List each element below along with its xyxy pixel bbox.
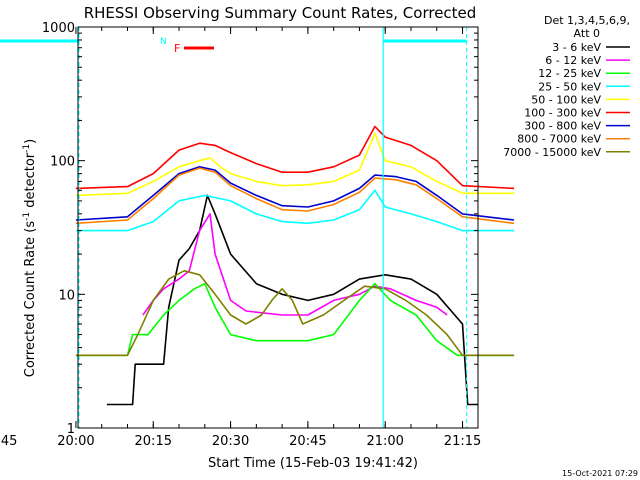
- legend-label-5: 100 - 300 keV: [524, 107, 601, 120]
- series-line-5: [75, 125, 515, 190]
- legend-label-6: 300 - 800 keV: [524, 120, 601, 133]
- legend-header-line1: Det 1,3,4,5,6,9,: [544, 14, 630, 27]
- x-tick-label-2: 20:15: [135, 434, 172, 449]
- y-axis-label-tail: detector: [23, 152, 38, 212]
- legend-label-1: 6 - 12 keV: [545, 54, 601, 67]
- series-line-4: [75, 132, 515, 197]
- legend-label-2: 12 - 25 keV: [538, 67, 601, 80]
- x-tick-label-6: 21:15: [444, 434, 481, 449]
- series-line-7: [75, 167, 515, 225]
- x-tick-label-5: 21:00: [366, 434, 403, 449]
- x-tick-label-3: 20:30: [212, 434, 249, 449]
- y-tick-label-3: 1000: [42, 21, 75, 36]
- legend-label-3: 25 - 50 keV: [538, 80, 601, 93]
- series-line-1: [142, 213, 448, 316]
- y-tick-label-0: 1: [67, 422, 75, 437]
- legend-label-4: 50 - 100 keV: [531, 93, 601, 106]
- footer-timestamp: 15-Oct-2021 07:29: [562, 469, 638, 478]
- y-axis-label: Corrected Count Rate (s-1 detector-1): [22, 139, 38, 377]
- legend-label-7: 800 - 7000 keV: [517, 133, 601, 146]
- series-line-3: [75, 189, 515, 232]
- x-tick-label-1: 20:00: [57, 434, 94, 449]
- axes: 1 10 100 1000 19:45 20:00 20:15 20:30 20:45 21:00…: [0, 21, 481, 449]
- y-axis-label-end: ): [23, 139, 38, 144]
- series-line-8: [75, 270, 515, 357]
- series-line-2: [75, 282, 515, 357]
- legend-header-line2: Att 0: [574, 27, 600, 40]
- plot-area: [0, 27, 515, 428]
- chart-title: RHESSI Observing Summary Count Rates, Co…: [84, 4, 477, 22]
- x-axis-label: Start Time (15-Feb-03 19:41:42): [208, 456, 418, 471]
- y-tick-label-2: 100: [50, 155, 75, 170]
- y-axis-label-main: Corrected Count Rate (s: [23, 221, 38, 378]
- series-line-6: [75, 166, 515, 221]
- x-tick-label-0: 19:45: [0, 434, 17, 449]
- legend-label-0: 3 - 6 keV: [552, 41, 601, 54]
- y-tick-label-1: 10: [58, 288, 75, 303]
- plot-frame: [77, 26, 479, 429]
- y-axis-label-sup1: -1: [22, 212, 32, 221]
- flare-marker-label: F: [174, 42, 180, 55]
- series-line-0: [106, 194, 478, 406]
- legend-label-8: 7000 - 15000 keV: [503, 146, 601, 159]
- y-axis-label-sup2: -1: [22, 144, 32, 153]
- night-marker-label: N: [160, 37, 167, 47]
- x-tick-label-4: 20:45: [289, 434, 326, 449]
